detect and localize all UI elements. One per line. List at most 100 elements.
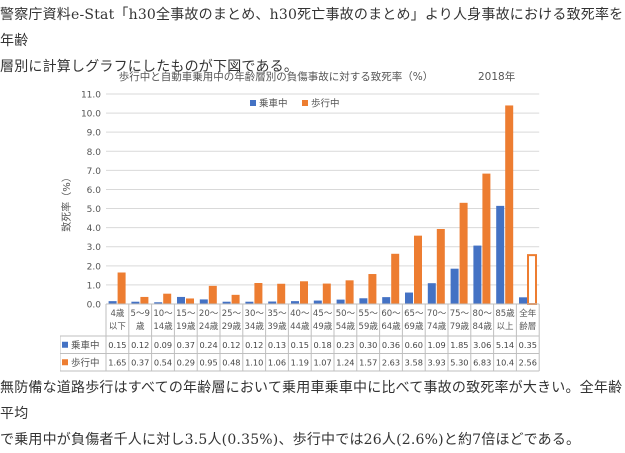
y-tick-label: 3.0 [87, 243, 102, 253]
data-label: 0.18 [313, 340, 331, 350]
bar-walking [322, 283, 331, 304]
bar-riding [268, 301, 277, 304]
data-label: 0.13 [268, 340, 286, 350]
category-label: 齢層 [519, 321, 536, 332]
category-label: 79歳 [450, 321, 470, 332]
bar-walking [368, 274, 377, 304]
data-label: 1.10 [245, 357, 263, 367]
category-label: 54歳 [336, 321, 356, 332]
category-label: 70～ [427, 309, 447, 319]
category-label: 15～ [176, 309, 196, 319]
data-label: 1.07 [313, 357, 331, 367]
bar-walking [436, 228, 445, 304]
data-label: 3.06 [473, 340, 491, 350]
bar-walking [163, 293, 172, 304]
data-label: 0.60 [405, 340, 423, 350]
data-label: 0.24 [199, 340, 217, 350]
bar-riding [313, 300, 322, 304]
bar-walking [208, 285, 217, 304]
data-label: 2.63 [382, 357, 400, 367]
bar-riding [131, 301, 140, 304]
data-label: 0.30 [359, 340, 377, 350]
category-label: 4歳 [110, 308, 124, 319]
data-label: 1.65 [108, 357, 126, 367]
category-label: 84歳 [473, 321, 493, 332]
y-tick-label: 4.0 [87, 224, 102, 234]
bar-walking [186, 298, 194, 304]
bar-riding [519, 297, 527, 304]
y-tick-label: 10.0 [81, 110, 101, 120]
category-label: 全年 [519, 308, 537, 319]
category-label: 19歳 [176, 321, 196, 332]
category-label: 45～ [313, 309, 333, 319]
table-series-swatch [62, 359, 68, 366]
bar-walking [527, 254, 537, 305]
category-label: 59歳 [359, 321, 379, 332]
data-label: 0.12 [245, 340, 263, 350]
bar-walking [231, 294, 240, 304]
bar-riding [473, 245, 482, 304]
bar-riding [359, 298, 368, 304]
intro-line-2: 層別に計算しグラフにしたものが下図である。 [0, 59, 299, 75]
category-label: 74歳 [427, 321, 447, 332]
category-label: 以上 [496, 322, 514, 332]
table-series-swatch [62, 341, 68, 348]
category-label: 29歳 [222, 321, 242, 332]
category-label: 64歳 [381, 321, 401, 332]
y-tick-label: 0.0 [87, 301, 102, 311]
data-label: 3.58 [405, 357, 423, 367]
data-label: 0.48 [222, 357, 240, 367]
bar-riding [222, 301, 231, 304]
bar-riding [405, 292, 413, 304]
category-label: 10～ [153, 309, 173, 319]
category-label: 30～ [245, 309, 265, 319]
legend: 乗車中 歩行中 [250, 98, 340, 110]
category-label: 39歳 [267, 321, 287, 332]
data-label: 1.85 [450, 340, 468, 350]
bar-walking [391, 253, 400, 304]
data-label: 0.37 [131, 357, 149, 367]
chart-year: 2018年 [478, 70, 515, 83]
category-label: 60～ [381, 309, 401, 319]
data-label: 2.56 [519, 357, 537, 367]
bar-riding [199, 299, 208, 304]
y-tick-label: 11.0 [81, 91, 101, 101]
data-label: 0.29 [177, 357, 195, 367]
category-label: 5～9 [131, 309, 150, 319]
fatality-rate-chart: 歩行中と自動車乗用中の年齢層別の負傷事故に対する致死率（%） 2018年 乗車中… [60, 70, 540, 372]
category-label: 歳 [136, 321, 145, 332]
bar-walking [254, 283, 263, 304]
data-label: 0.12 [222, 340, 240, 350]
legend-swatch [250, 100, 256, 106]
bar-walking [482, 173, 491, 304]
legend-label: 歩行中 [311, 98, 340, 110]
bar-walking [140, 296, 149, 304]
data-label: 0.36 [382, 340, 400, 350]
table-series-name: 歩行中 [71, 357, 100, 369]
data-label: 0.35 [519, 340, 537, 350]
bar-walking [300, 281, 308, 304]
category-label: 85歳 [495, 308, 515, 319]
category-label: 75～ [450, 309, 470, 319]
data-label: 1.06 [268, 357, 286, 367]
outro-line-1: 無防備な道路歩行はすべての年齢層において乗用車乗車中に比べて事故の致死率が大きい… [0, 380, 623, 422]
category-label: 34歳 [245, 321, 265, 332]
bar-walking [345, 280, 354, 304]
data-label: 6.83 [473, 357, 491, 367]
data-label: 5.14 [496, 340, 514, 350]
intro-line-1: 警察庁資料e-Stat「h30全事故のまとめ、h30死亡事故のまとめ」より人身事… [0, 7, 624, 49]
bar-riding [177, 296, 185, 304]
data-label: 10.4 [496, 357, 514, 367]
bar-walking [414, 235, 422, 304]
outro-paragraph: 無防備な道路歩行はすべての年齢層において乗用車乗車中に比べて事故の致死率が大きい… [0, 375, 625, 453]
category-label: 14歳 [153, 321, 173, 332]
category-label: 20～ [199, 309, 219, 319]
category-label: 25～ [222, 309, 242, 319]
data-label: 3.93 [427, 357, 445, 367]
category-label: 以下 [109, 322, 127, 332]
bar-riding [450, 268, 459, 304]
legend-label: 乗車中 [259, 98, 288, 110]
y-tick-label: 2.0 [87, 262, 102, 272]
y-tick-label: 6.0 [87, 186, 102, 196]
y-tick-label: 7.0 [87, 167, 102, 177]
